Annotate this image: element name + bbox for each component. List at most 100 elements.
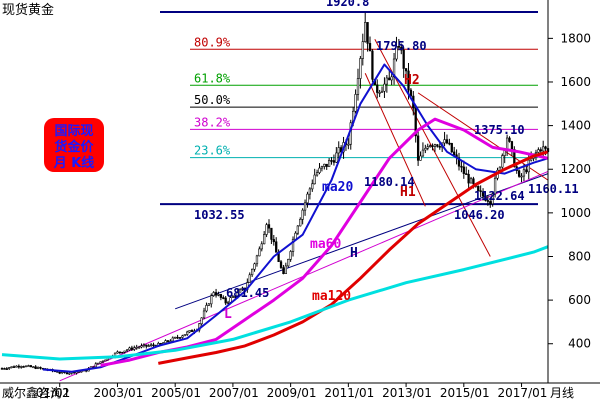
candle-body [400, 46, 403, 51]
candle-body [501, 155, 504, 168]
candle-body [347, 143, 350, 146]
badge-line-2: 货金价 [54, 139, 94, 155]
candle-body [467, 173, 470, 184]
badge-line-3: 月 K线 [53, 155, 95, 171]
fibonacci-label: 50.0% [194, 93, 231, 107]
candle-body [508, 137, 511, 142]
candle-body [383, 83, 386, 92]
candle-body [164, 340, 167, 344]
series-line [1, 245, 549, 361]
candle-body [522, 169, 526, 177]
candle-body [282, 267, 285, 274]
fibonacci-label: 23.6% [194, 144, 231, 158]
candle-body [294, 232, 297, 240]
y-tick-label: 1600 [560, 75, 591, 89]
candle-body [453, 151, 456, 156]
candle-body [457, 157, 461, 167]
candle-body [525, 169, 528, 173]
line-label: H2 [404, 73, 420, 88]
moving-averages-layer [1, 63, 549, 373]
candle-body [275, 241, 278, 253]
candle-body [469, 178, 473, 184]
candle-body [397, 46, 401, 48]
candle-body [462, 166, 465, 174]
candle-body [306, 193, 309, 204]
candle-body [270, 227, 273, 240]
candle-body [313, 174, 316, 185]
candle-body [8, 367, 11, 369]
candle-body [450, 143, 453, 153]
candle-body [226, 301, 230, 304]
horizontal-lines-layer: 1920.8 1032.55 [160, 0, 538, 222]
candle-body [429, 145, 432, 147]
candle-body [255, 255, 259, 265]
x-tick-label: 2005/01 [151, 386, 201, 400]
candle-body [436, 144, 439, 147]
candle-body [217, 294, 220, 296]
candle-body [125, 349, 129, 352]
candle-body [65, 372, 69, 375]
candle-body [279, 261, 283, 268]
candle-body [27, 365, 30, 367]
candle-body [135, 346, 138, 349]
candle-body [234, 296, 237, 298]
badge: 国际现 货金价 月 K线 [44, 118, 104, 172]
candle-body [265, 224, 268, 235]
candle-body [510, 141, 514, 150]
candle-body [409, 89, 413, 97]
candle-body [388, 77, 391, 81]
x-tick-label: 2011/01 [324, 386, 374, 400]
candle-body [3, 368, 6, 370]
candle-body [335, 152, 338, 163]
candle-body [390, 76, 393, 81]
candle-body [207, 303, 210, 306]
candle-body [486, 200, 490, 202]
candle-body [15, 365, 18, 368]
candle-body [58, 371, 61, 374]
candle-body [238, 289, 242, 293]
candle-body [243, 287, 247, 290]
candle-body [431, 145, 434, 147]
candle-body [130, 347, 134, 350]
x-tick-label: 2017/01 [498, 386, 548, 400]
candle-body [534, 152, 538, 154]
candle-body [356, 78, 360, 95]
price-annotation: 1795.80 [376, 39, 427, 53]
candle-body [133, 347, 136, 350]
line-label: ma120 [312, 289, 351, 304]
candle-body [477, 185, 480, 192]
x-unit-label: 月线 [550, 386, 574, 400]
horizontal-line-label: 1032.55 [194, 208, 245, 222]
candle-body [202, 310, 206, 319]
candle-body [121, 351, 124, 354]
candle-body [260, 243, 263, 250]
candle-body [479, 190, 482, 193]
y-tick-label: 400 [568, 337, 591, 351]
candle-body [419, 155, 422, 161]
candle-body [465, 173, 468, 175]
badge-background [44, 118, 104, 172]
fibonacci-label: 61.8% [194, 71, 231, 85]
candle-body [222, 297, 225, 299]
trend-line [364, 73, 426, 207]
candle-body [325, 163, 328, 167]
candle-body [472, 178, 475, 185]
candle-body [128, 347, 131, 351]
candle-body [489, 201, 492, 205]
candle-body [296, 225, 299, 234]
candle-body [190, 330, 194, 332]
y-tick-label: 800 [568, 249, 591, 263]
fibonacci-layer: 80.9% 61.8% 50.0% 38.2% 23.6% [190, 35, 538, 159]
candle-body [426, 146, 429, 149]
chart-title: 现货黄金 [2, 2, 54, 18]
candle-body [433, 144, 437, 147]
candle-body [366, 22, 369, 44]
y-tick-label: 1200 [560, 162, 591, 176]
candle-body [145, 344, 148, 347]
candle-body [361, 41, 364, 59]
candle-body [12, 366, 16, 368]
candle-body [32, 366, 35, 369]
candle-body [10, 366, 13, 368]
candle-body [537, 149, 540, 153]
